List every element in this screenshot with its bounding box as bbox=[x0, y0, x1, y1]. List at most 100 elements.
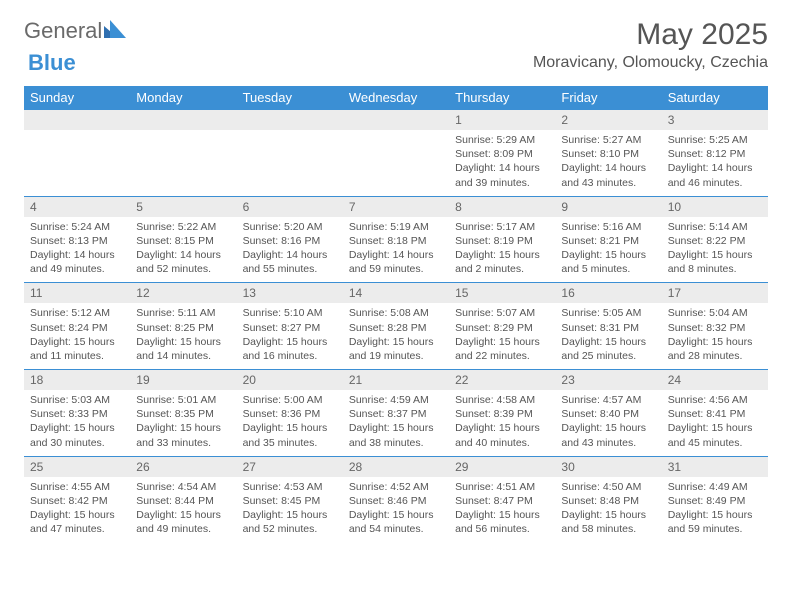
day-number: 28 bbox=[343, 457, 449, 477]
calendar-cell: 23Sunrise: 4:57 AMSunset: 8:40 PMDayligh… bbox=[555, 370, 661, 457]
daylight-text: Daylight: 14 hours and 52 minutes. bbox=[136, 248, 230, 276]
sunset-text: Sunset: 8:37 PM bbox=[349, 407, 443, 421]
daylight-text: Daylight: 15 hours and 28 minutes. bbox=[668, 335, 762, 363]
sunset-text: Sunset: 8:46 PM bbox=[349, 494, 443, 508]
day-body: Sunrise: 5:20 AMSunset: 8:16 PMDaylight:… bbox=[237, 217, 343, 283]
calendar-table: SundayMondayTuesdayWednesdayThursdayFrid… bbox=[24, 86, 768, 542]
sunrise-text: Sunrise: 4:57 AM bbox=[561, 393, 655, 407]
calendar-cell: 9Sunrise: 5:16 AMSunset: 8:21 PMDaylight… bbox=[555, 196, 661, 283]
daylight-text: Daylight: 15 hours and 43 minutes. bbox=[561, 421, 655, 449]
weekday-header: Saturday bbox=[662, 86, 768, 110]
sunset-text: Sunset: 8:16 PM bbox=[243, 234, 337, 248]
calendar-week: 1Sunrise: 5:29 AMSunset: 8:09 PMDaylight… bbox=[24, 110, 768, 197]
daylight-text: Daylight: 14 hours and 49 minutes. bbox=[30, 248, 124, 276]
day-body: Sunrise: 5:22 AMSunset: 8:15 PMDaylight:… bbox=[130, 217, 236, 283]
daylight-text: Daylight: 14 hours and 59 minutes. bbox=[349, 248, 443, 276]
daylight-text: Daylight: 15 hours and 49 minutes. bbox=[136, 508, 230, 536]
day-number: 3 bbox=[662, 110, 768, 130]
day-body: Sunrise: 4:53 AMSunset: 8:45 PMDaylight:… bbox=[237, 477, 343, 543]
calendar-cell: 2Sunrise: 5:27 AMSunset: 8:10 PMDaylight… bbox=[555, 110, 661, 197]
logo-icon bbox=[104, 18, 126, 44]
calendar-cell: 18Sunrise: 5:03 AMSunset: 8:33 PMDayligh… bbox=[24, 370, 130, 457]
daylight-text: Daylight: 15 hours and 33 minutes. bbox=[136, 421, 230, 449]
sunrise-text: Sunrise: 5:11 AM bbox=[136, 306, 230, 320]
day-number bbox=[343, 110, 449, 130]
calendar-week: 11Sunrise: 5:12 AMSunset: 8:24 PMDayligh… bbox=[24, 283, 768, 370]
sunrise-text: Sunrise: 5:14 AM bbox=[668, 220, 762, 234]
daylight-text: Daylight: 15 hours and 16 minutes. bbox=[243, 335, 337, 363]
calendar-cell: 20Sunrise: 5:00 AMSunset: 8:36 PMDayligh… bbox=[237, 370, 343, 457]
day-number: 20 bbox=[237, 370, 343, 390]
sunset-text: Sunset: 8:24 PM bbox=[30, 321, 124, 335]
day-number: 19 bbox=[130, 370, 236, 390]
daylight-text: Daylight: 15 hours and 35 minutes. bbox=[243, 421, 337, 449]
logo: General bbox=[24, 18, 130, 44]
calendar-cell: 5Sunrise: 5:22 AMSunset: 8:15 PMDaylight… bbox=[130, 196, 236, 283]
calendar-cell: 7Sunrise: 5:19 AMSunset: 8:18 PMDaylight… bbox=[343, 196, 449, 283]
day-number: 30 bbox=[555, 457, 661, 477]
calendar-cell: 29Sunrise: 4:51 AMSunset: 8:47 PMDayligh… bbox=[449, 456, 555, 542]
day-number: 14 bbox=[343, 283, 449, 303]
logo-text-1: General bbox=[24, 18, 102, 44]
daylight-text: Daylight: 14 hours and 39 minutes. bbox=[455, 161, 549, 189]
day-number: 16 bbox=[555, 283, 661, 303]
calendar-cell: 11Sunrise: 5:12 AMSunset: 8:24 PMDayligh… bbox=[24, 283, 130, 370]
day-body-empty bbox=[130, 130, 236, 196]
calendar-cell: 16Sunrise: 5:05 AMSunset: 8:31 PMDayligh… bbox=[555, 283, 661, 370]
day-body: Sunrise: 4:56 AMSunset: 8:41 PMDaylight:… bbox=[662, 390, 768, 456]
sunrise-text: Sunrise: 4:59 AM bbox=[349, 393, 443, 407]
sunrise-text: Sunrise: 5:17 AM bbox=[455, 220, 549, 234]
sunset-text: Sunset: 8:25 PM bbox=[136, 321, 230, 335]
sunset-text: Sunset: 8:15 PM bbox=[136, 234, 230, 248]
calendar-cell bbox=[343, 110, 449, 197]
daylight-text: Daylight: 15 hours and 56 minutes. bbox=[455, 508, 549, 536]
day-number: 26 bbox=[130, 457, 236, 477]
sunset-text: Sunset: 8:39 PM bbox=[455, 407, 549, 421]
sunset-text: Sunset: 8:35 PM bbox=[136, 407, 230, 421]
sunset-text: Sunset: 8:44 PM bbox=[136, 494, 230, 508]
calendar-week: 25Sunrise: 4:55 AMSunset: 8:42 PMDayligh… bbox=[24, 456, 768, 542]
day-body: Sunrise: 5:24 AMSunset: 8:13 PMDaylight:… bbox=[24, 217, 130, 283]
day-body: Sunrise: 4:51 AMSunset: 8:47 PMDaylight:… bbox=[449, 477, 555, 543]
sunset-text: Sunset: 8:09 PM bbox=[455, 147, 549, 161]
day-body: Sunrise: 4:49 AMSunset: 8:49 PMDaylight:… bbox=[662, 477, 768, 543]
daylight-text: Daylight: 15 hours and 11 minutes. bbox=[30, 335, 124, 363]
sunrise-text: Sunrise: 4:53 AM bbox=[243, 480, 337, 494]
calendar-cell: 26Sunrise: 4:54 AMSunset: 8:44 PMDayligh… bbox=[130, 456, 236, 542]
sunset-text: Sunset: 8:10 PM bbox=[561, 147, 655, 161]
calendar-head: SundayMondayTuesdayWednesdayThursdayFrid… bbox=[24, 86, 768, 110]
sunrise-text: Sunrise: 5:03 AM bbox=[30, 393, 124, 407]
daylight-text: Daylight: 15 hours and 45 minutes. bbox=[668, 421, 762, 449]
daylight-text: Daylight: 15 hours and 8 minutes. bbox=[668, 248, 762, 276]
location: Moravicany, Olomoucky, Czechia bbox=[533, 54, 768, 72]
daylight-text: Daylight: 15 hours and 52 minutes. bbox=[243, 508, 337, 536]
day-body-empty bbox=[343, 130, 449, 196]
calendar-cell: 28Sunrise: 4:52 AMSunset: 8:46 PMDayligh… bbox=[343, 456, 449, 542]
day-body: Sunrise: 5:19 AMSunset: 8:18 PMDaylight:… bbox=[343, 217, 449, 283]
sunrise-text: Sunrise: 4:49 AM bbox=[668, 480, 762, 494]
month-title: May 2025 bbox=[533, 18, 768, 52]
day-number: 18 bbox=[24, 370, 130, 390]
sunrise-text: Sunrise: 5:27 AM bbox=[561, 133, 655, 147]
calendar-cell: 12Sunrise: 5:11 AMSunset: 8:25 PMDayligh… bbox=[130, 283, 236, 370]
day-number: 29 bbox=[449, 457, 555, 477]
weekday-header: Thursday bbox=[449, 86, 555, 110]
sunset-text: Sunset: 8:49 PM bbox=[668, 494, 762, 508]
calendar-week: 4Sunrise: 5:24 AMSunset: 8:13 PMDaylight… bbox=[24, 196, 768, 283]
calendar-cell: 22Sunrise: 4:58 AMSunset: 8:39 PMDayligh… bbox=[449, 370, 555, 457]
sunset-text: Sunset: 8:28 PM bbox=[349, 321, 443, 335]
daylight-text: Daylight: 14 hours and 55 minutes. bbox=[243, 248, 337, 276]
calendar-cell: 21Sunrise: 4:59 AMSunset: 8:37 PMDayligh… bbox=[343, 370, 449, 457]
sunset-text: Sunset: 8:18 PM bbox=[349, 234, 443, 248]
title-block: May 2025 Moravicany, Olomoucky, Czechia bbox=[533, 18, 768, 72]
day-number: 2 bbox=[555, 110, 661, 130]
calendar-body: 1Sunrise: 5:29 AMSunset: 8:09 PMDaylight… bbox=[24, 110, 768, 543]
day-body: Sunrise: 4:59 AMSunset: 8:37 PMDaylight:… bbox=[343, 390, 449, 456]
sunrise-text: Sunrise: 4:52 AM bbox=[349, 480, 443, 494]
sunset-text: Sunset: 8:21 PM bbox=[561, 234, 655, 248]
day-body: Sunrise: 5:25 AMSunset: 8:12 PMDaylight:… bbox=[662, 130, 768, 196]
day-body: Sunrise: 5:10 AMSunset: 8:27 PMDaylight:… bbox=[237, 303, 343, 369]
daylight-text: Daylight: 15 hours and 19 minutes. bbox=[349, 335, 443, 363]
calendar-cell: 15Sunrise: 5:07 AMSunset: 8:29 PMDayligh… bbox=[449, 283, 555, 370]
calendar-cell bbox=[24, 110, 130, 197]
